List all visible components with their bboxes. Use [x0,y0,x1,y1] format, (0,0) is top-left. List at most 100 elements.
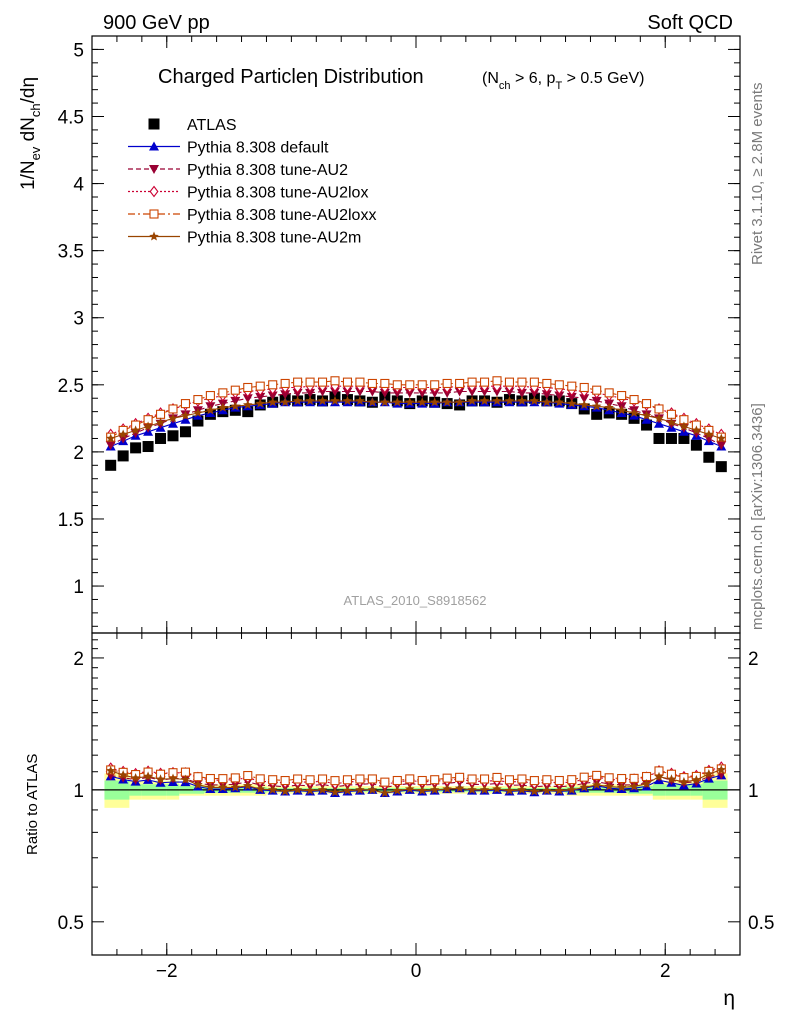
data-point-pythia-8-308-tune-au2m [654,413,664,423]
ratio-point-pythia-8-308-tune-au2loxx [554,775,564,786]
legend-marker-atlas [148,118,160,130]
ratio-point-pythia-8-308-tune-au2loxx [417,775,427,786]
ratio-point-pythia-8-308-tune-au2m [417,785,427,795]
ratio-y-tick-label-right: 1 [748,781,759,802]
data-point-pythia-8-308-tune-au2m [405,397,415,407]
data-point-pythia-8-308-tune-au2 [716,441,727,451]
ratio-point-pythia-8-308-tune-au2m [554,785,565,795]
data-point-pythia-8-308-tune-au2loxx [255,381,265,391]
ratio-point-pythia-8-308-tune-au2loxx [592,770,602,780]
data-point-atlas [242,406,254,418]
data-point-pythia-8-308-tune-au2loxx [567,381,577,391]
data-point-pythia-8-308-tune-au2 [554,391,565,401]
data-point-pythia-8-308-tune-au2 [242,394,253,404]
ratio-point-pythia-8-308-tune-au2loxx [517,774,527,784]
ratio-point-pythia-8-308-tune-au2loxx [579,772,589,782]
data-point-pythia-8-308-tune-au2loxx [517,377,527,387]
data-point-atlas [665,432,677,444]
data-point-atlas [179,426,191,438]
data-point-pythia-8-308-tune-au2loxx [155,409,166,419]
data-point-pythia-8-308-tune-au2loxx [467,377,477,387]
data-point-pythia-8-308-tune-au2m [280,397,290,407]
data-point-atlas [105,459,117,471]
data-point-pythia-8-308-tune-au2m [342,395,353,405]
ratio-point-pythia-8-308-tune-au2m [193,779,203,789]
data-point-pythia-8-308-tune-au2loxx [180,399,191,409]
data-point-pythia-8-308-tune-au2m [130,425,141,435]
ratio-point-pythia-8-308-tune-au2loxx [268,775,278,785]
ratio-point-pythia-8-308-tune-au2loxx [193,772,203,782]
data-point-pythia-8-308-tune-au2loxx [654,404,664,414]
data-point-pythia-8-308-tune-au2 [267,391,278,401]
ratio-point-pythia-8-308-tune-au2m [454,783,465,793]
data-point-pythia-8-308-tune-au2m [429,397,440,407]
ratio-point-pythia-8-308-tune-au2m [342,785,353,795]
ratio-panel: −2 0 2 0.5 0.5 1 1 2 2 Ratio to ATLAS [24,632,774,982]
data-point-pythia-8-308-tune-au2m [317,395,328,405]
data-point-atlas [142,441,154,453]
ratio-point-pythia-8-308-tune-au2m [118,770,128,780]
data-point-pythia-8-308-tune-au2loxx [405,380,415,390]
ratio-point-pythia-8-308-tune-au2loxx [218,774,228,784]
data-point-pythia-8-308-tune-au2m [292,395,303,405]
data-point-pythia-8-308-tune-au2loxx [193,395,203,405]
legend-label-pythia-8-308-tune-au2m: Pythia 8.308 tune-AU2m [187,230,361,247]
data-point-pythia-8-308-tune-au2m [716,433,727,443]
y-tick-label: 1.5 [58,510,84,531]
y-tick-label: 5 [73,40,84,61]
data-point-pythia-8-308-tune-au2m [118,429,128,439]
data-point-pythia-8-308-tune-au2m [143,421,153,431]
legend-marker-pythia-8-308-tune-au2lox [149,185,159,198]
ratio-point-pythia-8-308-tune-au2loxx [467,774,477,784]
data-point-pythia-8-308-tune-au2loxx [417,380,427,390]
data-point-pythia-8-308-tune-au2m [554,397,565,407]
data-point-pythia-8-308-tune-au2loxx [317,377,328,387]
y-tick-label: 4.5 [58,107,84,128]
ratio-point-pythia-8-308-tune-au2m [317,784,328,794]
data-point-pythia-8-308-tune-au2loxx [268,380,278,390]
data-point-atlas [703,451,715,463]
data-point-atlas [653,432,665,444]
ratio-point-pythia-8-308-tune-au2m [641,778,652,788]
data-point-pythia-8-308-tune-au2loxx [218,388,228,398]
ratio-point-pythia-8-308-tune-au2m [155,774,166,784]
data-point-pythia-8-308-tune-au2loxx [205,390,215,401]
data-point-pythia-8-308-tune-au2m [193,407,203,418]
data-point-pythia-8-308-tune-au2 [566,392,577,402]
data-point-pythia-8-308-tune-au2m [355,395,365,405]
data-point-pythia-8-308-tune-au2m [616,405,627,415]
data-point-atlas [155,432,167,444]
data-point-atlas [117,450,129,462]
x-axis-label: η [723,987,735,1010]
ratio-point-pythia-8-308-tune-au2loxx [342,775,353,785]
data-point-pythia-8-308-tune-au2 [305,388,316,398]
data-point-pythia-8-308-tune-au2 [105,441,116,451]
ratio-point-pythia-8-308-tune-au2loxx [617,773,627,784]
header-category-label: Soft QCD [647,12,733,34]
data-point-pythia-8-308-tune-au2m [641,410,652,420]
ratio-point-pythia-8-308-tune-au2loxx [604,773,614,783]
legend-label-pythia-8-308-tune-au2lox: Pythia 8.308 tune-AU2lox [187,185,368,202]
ratio-point-pythia-8-308-tune-au2loxx [367,774,377,784]
data-point-pythia-8-308-tune-au2m [529,395,540,405]
ratio-point-pythia-8-308-tune-au2loxx [629,773,639,783]
plot-title-cuts: (Nch > 6, pT > 0.5 GeV) [482,70,644,92]
y-tick-label: 2.5 [58,376,84,397]
ratio-point-pythia-8-308-tune-au2loxx [305,775,315,785]
data-point-pythia-8-308-tune-au2 [118,434,129,444]
data-point-pythia-8-308-tune-au2loxx [330,376,340,386]
data-point-pythia-8-308-tune-au2m [392,397,403,407]
ratio-point-pythia-8-308-tune-au2m [218,782,228,792]
ratio-point-pythia-8-308-tune-au2m [105,765,116,775]
data-point-atlas [192,415,204,427]
data-point-pythia-8-308-tune-au2m [591,401,602,411]
data-point-pythia-8-308-tune-au2m [367,397,378,407]
data-point-pythia-8-308-tune-au2loxx [617,390,627,401]
data-point-pythia-8-308-tune-au2m [230,401,241,411]
ratio-y-tick-label-right: 2 [748,649,759,670]
main-panel: 1 1.5 2 2.5 3 3.5 4 4.5 5 Charged Particleη Dist… [18,35,741,639]
data-point-pythia-8-308-tune-au2loxx [641,399,652,409]
ratio-point-pythia-8-308-tune-au2loxx [442,773,452,783]
ratio-point-pythia-8-308-tune-au2m [479,784,490,794]
side-label-rivet: Rivet 3.1.10, ≥ 2.8M events [749,83,766,266]
